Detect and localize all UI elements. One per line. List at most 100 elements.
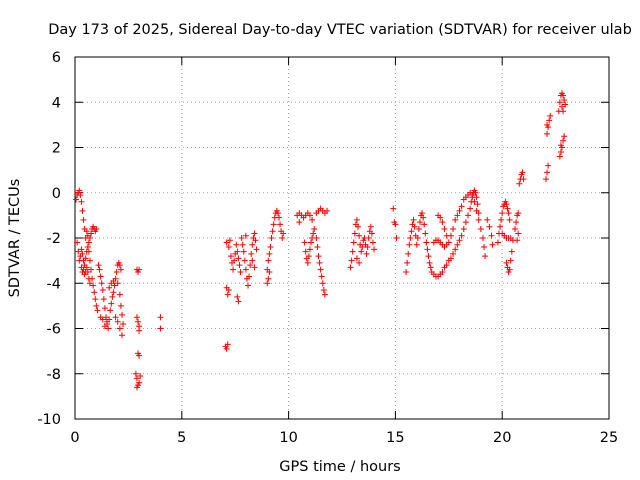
data-point [443, 262, 450, 269]
data-point [392, 221, 399, 228]
y-tick-label: -8 [47, 367, 61, 383]
data-series [73, 90, 569, 391]
y-tick-label: -2 [47, 231, 61, 247]
data-point [488, 232, 495, 239]
x-tick-label: 0 [70, 430, 79, 446]
data-point [251, 230, 258, 237]
data-point [544, 169, 551, 176]
data-point [104, 318, 111, 325]
data-point [324, 207, 331, 214]
data-point [415, 225, 422, 232]
data-point [364, 244, 371, 251]
data-point [279, 235, 286, 241]
data-point [353, 255, 360, 262]
data-point [318, 273, 325, 280]
data-point [83, 264, 90, 271]
y-tick-label: -6 [47, 322, 61, 338]
data-point [356, 259, 363, 266]
data-point [118, 311, 125, 318]
data-point [265, 275, 272, 282]
data-point [504, 205, 511, 212]
data-point [505, 210, 512, 217]
data-point [96, 266, 103, 273]
data-point [557, 142, 564, 149]
data-point [556, 99, 563, 106]
data-point [445, 239, 452, 246]
data-point [405, 250, 412, 257]
data-point [111, 282, 118, 289]
data-point [473, 194, 480, 201]
y-tick-label: 4 [52, 95, 61, 111]
data-point [546, 117, 553, 124]
data-point [503, 201, 510, 208]
data-point [236, 262, 243, 269]
data-point [458, 232, 465, 239]
data-point [135, 318, 142, 325]
data-point [497, 223, 504, 230]
data-point [85, 248, 92, 255]
data-point [545, 162, 552, 169]
data-point [421, 221, 428, 228]
data-point [353, 216, 360, 223]
data-point [447, 255, 454, 262]
data-point [136, 266, 143, 273]
data-point [114, 318, 121, 325]
data-point [561, 133, 568, 140]
data-point [86, 280, 93, 287]
y-tick-label: -4 [47, 276, 61, 292]
data-point [235, 255, 242, 262]
data-point [247, 262, 254, 269]
data-point [306, 212, 313, 219]
data-point [494, 239, 501, 246]
data-point [452, 216, 459, 223]
data-point [224, 341, 231, 348]
data-point [350, 239, 357, 246]
data-point [225, 287, 232, 294]
data-point [74, 239, 81, 246]
data-point [499, 210, 506, 217]
x-axis-label: GPS time / hours [279, 459, 400, 475]
data-point [102, 314, 109, 321]
data-point [556, 153, 563, 160]
data-point [317, 266, 324, 273]
data-point [308, 239, 315, 246]
data-point [85, 239, 92, 246]
data-point [513, 219, 520, 226]
y-tick-label: -10 [37, 412, 61, 428]
data-point [477, 225, 484, 232]
data-point [267, 244, 274, 251]
data-point [347, 264, 354, 271]
data-point [98, 280, 105, 287]
data-point [305, 253, 312, 260]
data-point [419, 210, 426, 217]
data-point [157, 314, 164, 321]
data-point [90, 282, 97, 289]
data-point [132, 370, 139, 377]
data-point [242, 232, 249, 239]
data-point [481, 244, 488, 251]
data-point [506, 216, 513, 223]
data-point [253, 246, 260, 253]
data-point [422, 230, 429, 237]
data-point [519, 169, 526, 176]
data-point [425, 253, 432, 260]
data-point [515, 230, 522, 237]
data-point [420, 214, 427, 221]
data-point [390, 205, 397, 212]
data-point [223, 345, 230, 352]
data-point [226, 237, 233, 244]
data-point [503, 259, 510, 266]
data-point [407, 235, 414, 241]
data-point [120, 320, 127, 327]
data-point [110, 277, 117, 284]
data-point [109, 293, 116, 300]
data-point [423, 239, 430, 246]
data-point [426, 259, 433, 266]
data-point [489, 241, 496, 248]
data-point [304, 259, 311, 266]
data-point [363, 250, 370, 257]
x-tick-label: 10 [279, 430, 297, 446]
data-point [404, 259, 411, 266]
data-point [264, 280, 271, 287]
data-point [514, 237, 521, 244]
